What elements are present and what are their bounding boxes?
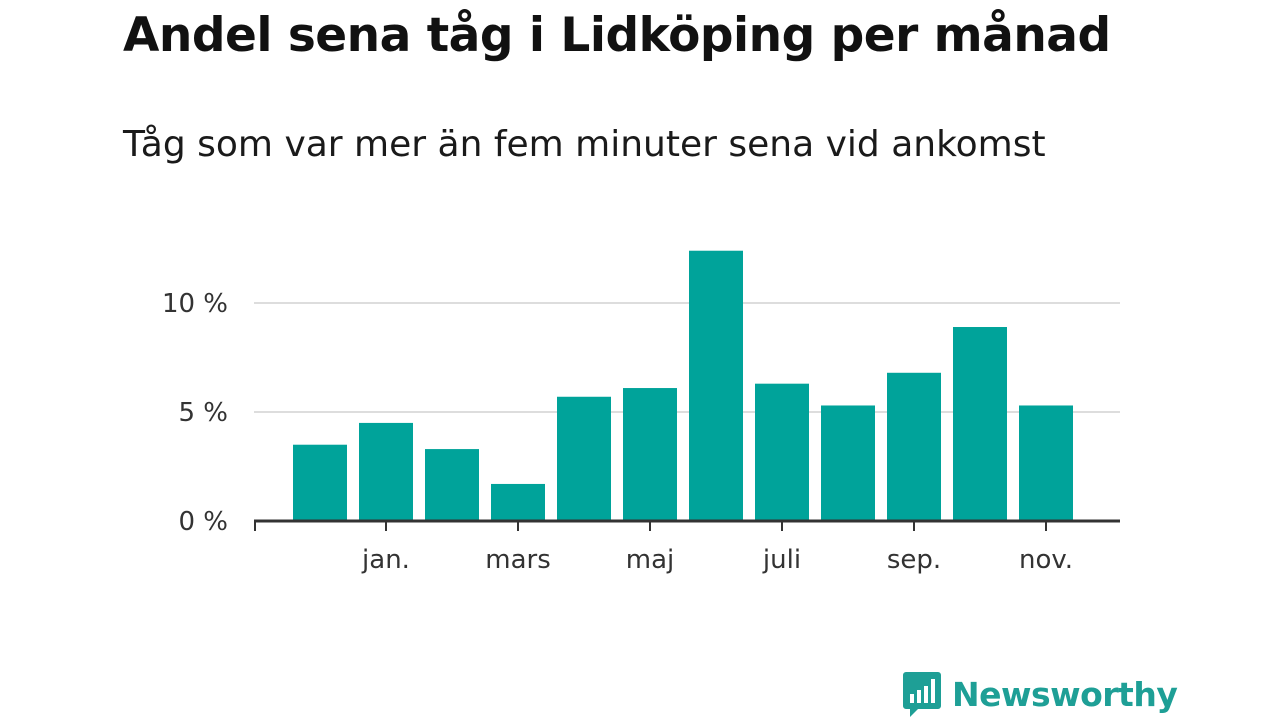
- bar-okt: [953, 327, 1007, 521]
- y-tick-label: 0 %: [178, 507, 228, 537]
- chart-title: Andel sena tåg i Lidköping per månad: [123, 8, 1111, 63]
- bar-juli: [755, 383, 809, 521]
- bar-mars: [491, 483, 545, 521]
- chart-subtitle: Tåg som var mer än fem minuter sena vid …: [123, 124, 1046, 165]
- x-axis: [254, 519, 1120, 531]
- bar-dec: [293, 444, 347, 521]
- bar-aug: [821, 405, 875, 521]
- bar-sep: [887, 372, 941, 521]
- y-axis-tick-labels: 0 % 5 % 10 %: [162, 289, 228, 537]
- x-axis-tick-labels: jan. mars maj juli sep. nov.: [361, 545, 1073, 575]
- bars: [293, 250, 1073, 521]
- x-tick-label: jan.: [361, 545, 410, 575]
- bar-maj: [623, 388, 677, 521]
- x-tick-label: maj: [626, 545, 674, 575]
- y-tick-label: 5 %: [178, 398, 228, 428]
- bar-jan: [359, 422, 413, 521]
- y-tick-label: 10 %: [162, 289, 228, 319]
- newsworthy-logo: Newsworthy: [902, 670, 1178, 718]
- bar-chart-bubble-icon: [903, 672, 941, 717]
- bar-nov: [1019, 405, 1073, 521]
- bar-feb: [425, 449, 479, 521]
- x-tick-label: sep.: [887, 545, 941, 575]
- bar-juni: [689, 250, 743, 521]
- x-tick-label: mars: [485, 545, 551, 575]
- bar-apr: [557, 396, 611, 521]
- x-tick-label: nov.: [1019, 545, 1073, 575]
- x-tick-label: juli: [762, 545, 801, 575]
- brand-name: Newsworthy: [952, 674, 1178, 714]
